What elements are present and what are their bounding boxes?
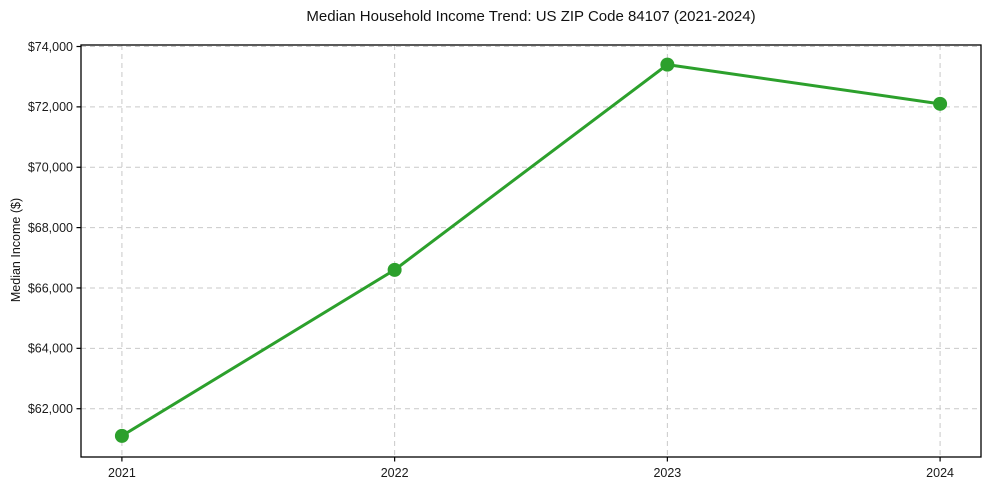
data-point-2021 [114, 428, 129, 443]
x-tick-label: 2022 [381, 466, 409, 480]
axes-spines [80, 44, 982, 458]
data-point-2024 [933, 96, 948, 111]
y-tick-label: $64,000 [28, 342, 73, 356]
y-tick-label: $74,000 [28, 40, 73, 54]
y-tick-label: $68,000 [28, 221, 73, 235]
y-tick-label: $62,000 [28, 402, 73, 416]
y-tick-label: $72,000 [28, 100, 73, 114]
y-tick-label: $70,000 [28, 161, 73, 175]
data-point-2022 [387, 262, 402, 277]
x-tick-label: 2021 [108, 466, 136, 480]
income-trend-line [120, 63, 942, 438]
data-point-2023 [660, 57, 675, 72]
x-tick-label: 2023 [653, 466, 681, 480]
x-tick-label: 2024 [926, 466, 954, 480]
chart-title: Median Household Income Trend: US ZIP Co… [306, 8, 756, 25]
y-tick-label: $66,000 [28, 281, 73, 295]
